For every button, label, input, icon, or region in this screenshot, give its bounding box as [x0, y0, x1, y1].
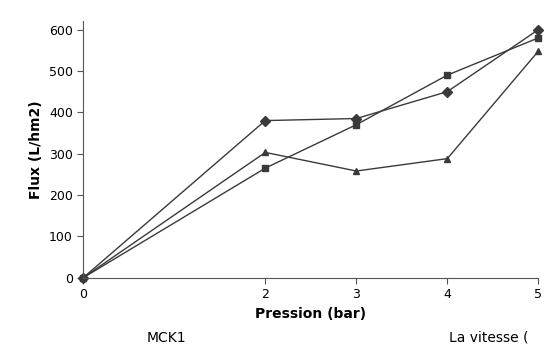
Text: MCK1: MCK1 — [147, 331, 186, 345]
X-axis label: Pression (bar): Pression (bar) — [255, 307, 366, 321]
Text: La vitesse (: La vitesse ( — [448, 331, 528, 345]
Y-axis label: Flux (L/hm2): Flux (L/hm2) — [29, 100, 43, 199]
